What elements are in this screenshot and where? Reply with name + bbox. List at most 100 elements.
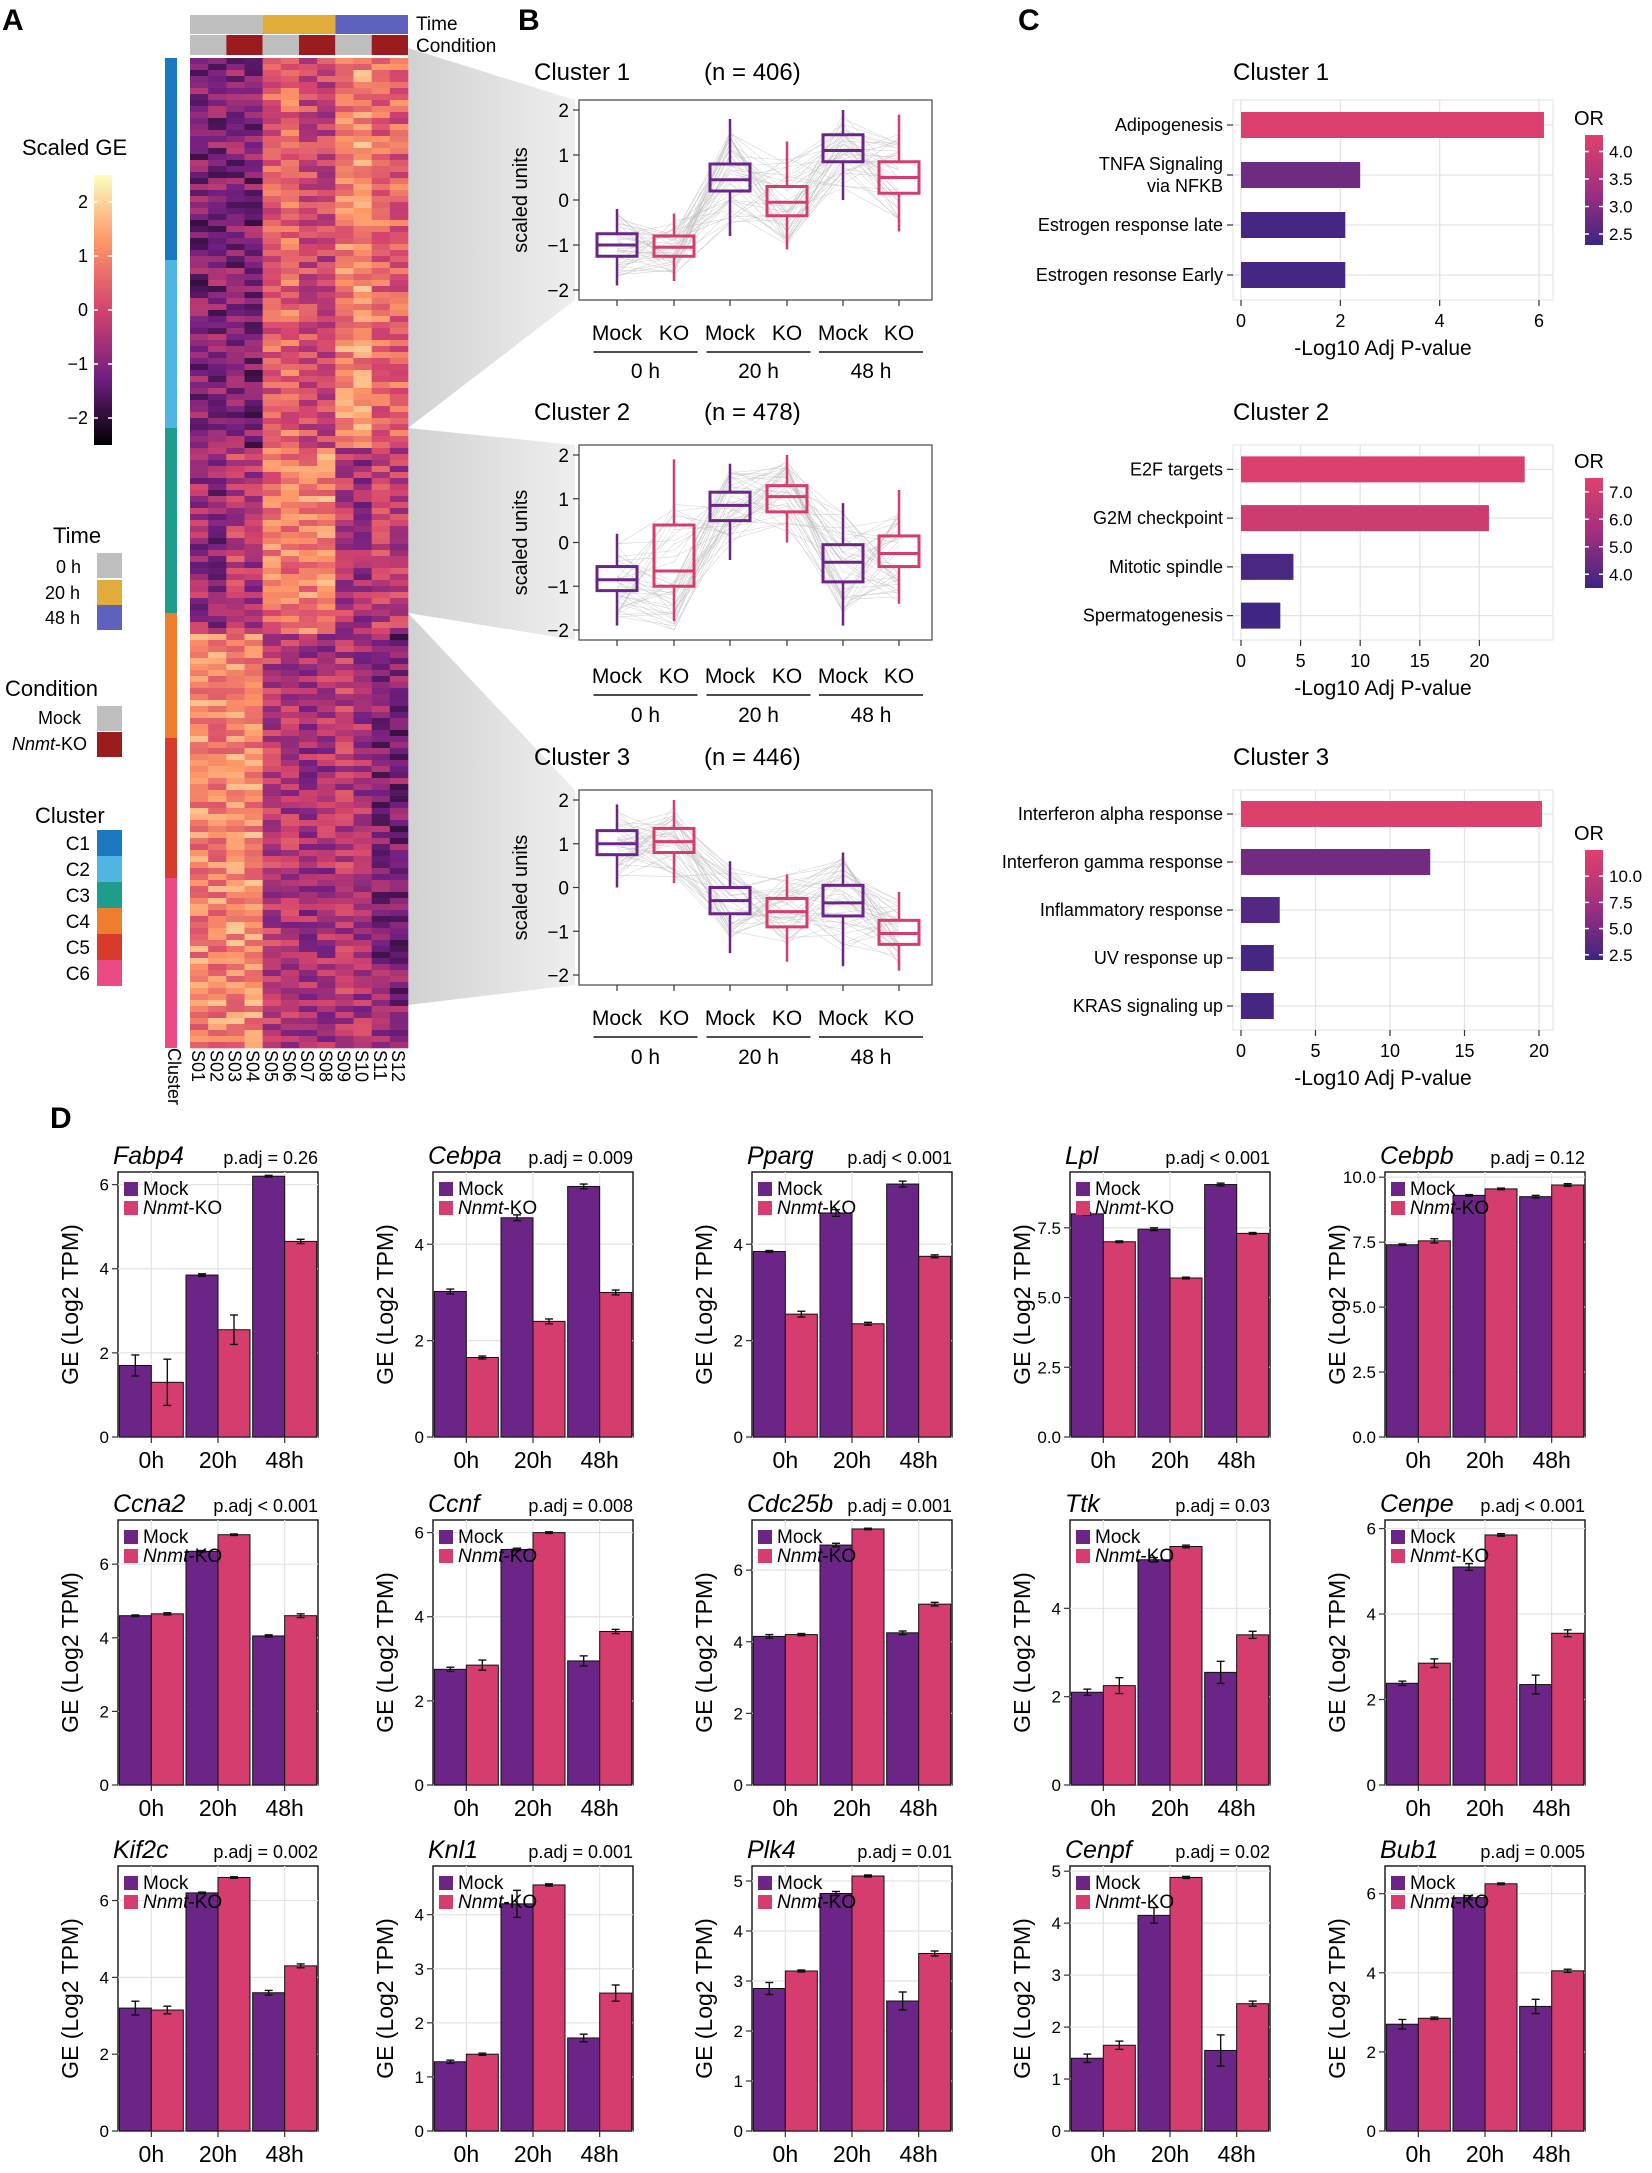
y-tick-label: 0 <box>1367 2122 1376 2141</box>
panel-label-c: C <box>1018 4 1040 37</box>
gene-trajectory <box>616 118 900 275</box>
sample-label-s09: S09 <box>333 1050 353 1082</box>
heatmap-cell <box>226 64 245 71</box>
heatmap-cell <box>226 364 245 371</box>
heatmap-cell <box>280 658 300 665</box>
heatmap-cell <box>190 688 209 695</box>
heatmap-cell <box>335 118 354 125</box>
heatmap-cell <box>190 934 209 941</box>
y-tick-label: 1 <box>1052 2070 1061 2089</box>
heatmap-cell <box>353 658 372 665</box>
heatmap-cell <box>208 262 227 269</box>
heatmap-cell <box>190 148 209 155</box>
heatmap-cell <box>208 1030 227 1037</box>
heatmap-cell <box>371 1024 391 1031</box>
heatmap-cell <box>335 892 354 899</box>
heatmap-cell <box>244 286 263 293</box>
heatmap-cell <box>208 496 227 503</box>
y-tick-label: 0 <box>415 1776 424 1795</box>
error-bar <box>446 1666 455 1673</box>
heatmap-cell <box>335 262 354 269</box>
heatmap-cell <box>299 490 318 497</box>
heatmap-cell <box>389 346 409 353</box>
heatmap-cell <box>244 616 263 623</box>
heatmap-cell <box>208 118 227 125</box>
heatmap-cell <box>208 610 227 617</box>
heatmap-cell <box>371 154 391 161</box>
heatmap-cell <box>190 1000 209 1007</box>
heatmap-cell <box>208 982 227 989</box>
heatmap-cell <box>335 160 354 167</box>
heatmap-cell <box>335 316 354 323</box>
heatmap-cell <box>208 1042 227 1049</box>
x-group-label: Mock <box>818 322 869 345</box>
heatmap-cell <box>262 94 282 101</box>
heatmap-cell <box>226 538 245 545</box>
heatmap-cell <box>389 106 409 113</box>
heatmap-cell <box>389 118 409 125</box>
heatmap-cell <box>371 856 391 863</box>
heatmap-cell <box>190 820 209 827</box>
heatmap-cell <box>244 514 263 521</box>
heatmap-cell <box>226 652 245 659</box>
heatmap-cell <box>244 154 263 161</box>
error-bar <box>1150 1556 1158 1563</box>
error-bar <box>765 1981 774 1996</box>
gene-padj: p.adj = 0.001 <box>847 1496 952 1516</box>
heatmap-cell <box>317 892 336 899</box>
heatmap-cell <box>335 112 354 119</box>
bar-ko-20h <box>1484 1534 1518 1786</box>
bar-mock-20h <box>1137 1228 1171 1438</box>
heatmap-cell <box>190 358 209 365</box>
heatmap-cell <box>335 196 354 203</box>
legend-cluster-c2: C2 <box>66 860 90 881</box>
heatmap-cell <box>353 718 372 725</box>
heatmap-cell <box>208 238 227 245</box>
y-tick-label: 0 <box>415 1428 424 1447</box>
heatmap-cell <box>353 574 372 581</box>
heatmap-cell <box>262 700 282 707</box>
heatmap-cell <box>353 262 372 269</box>
heatmap-cell <box>371 550 391 557</box>
heatmap-cell <box>371 256 391 263</box>
heatmap-cell <box>353 1042 372 1049</box>
heatmap-cell <box>226 904 245 911</box>
heatmap-cell <box>371 202 391 209</box>
gene-trajectory <box>616 814 900 956</box>
legend-label-ko: Nnmt-KO <box>1095 1892 1174 1913</box>
heatmap-cell <box>244 478 263 485</box>
heatmap-cell <box>280 172 300 179</box>
heatmap-cell <box>262 124 282 131</box>
heatmap-cell <box>299 418 318 425</box>
heatmap-cell <box>262 1018 282 1025</box>
heatmap-cell <box>226 106 245 113</box>
heatmap-cell <box>280 880 300 887</box>
heatmap-cell <box>262 304 282 311</box>
bar-mock-0h <box>752 1988 786 2132</box>
heatmap-cell <box>335 898 354 905</box>
heatmap-cell <box>335 1036 354 1043</box>
heatmap-cell <box>335 802 354 809</box>
heatmap-cell <box>317 466 336 473</box>
heatmap-cell <box>299 724 318 731</box>
bar-ko-20h <box>851 1875 885 2132</box>
heatmap-cell <box>371 490 391 497</box>
heatmap-cell <box>353 94 372 101</box>
heatmap-cell <box>317 598 336 605</box>
y-tick-label: 0 <box>1052 2122 1061 2141</box>
heatmap-cell <box>208 418 227 425</box>
heatmap-cell <box>208 1000 227 1007</box>
heatmap-cell <box>299 58 318 65</box>
heatmap-cell <box>208 550 227 557</box>
heatmap-cell <box>317 238 336 245</box>
gene-trajectory <box>616 495 900 625</box>
box-ko-20h <box>765 141 809 250</box>
heatmap-cell <box>190 376 209 383</box>
heatmap-cell <box>262 598 282 605</box>
heatmap-cell <box>299 256 318 263</box>
heatmap-cell <box>335 166 354 173</box>
heatmap-cell <box>190 172 209 179</box>
heatmap-cell <box>353 310 372 317</box>
heatmap-cell <box>299 412 318 419</box>
heatmap-cell <box>244 82 263 89</box>
